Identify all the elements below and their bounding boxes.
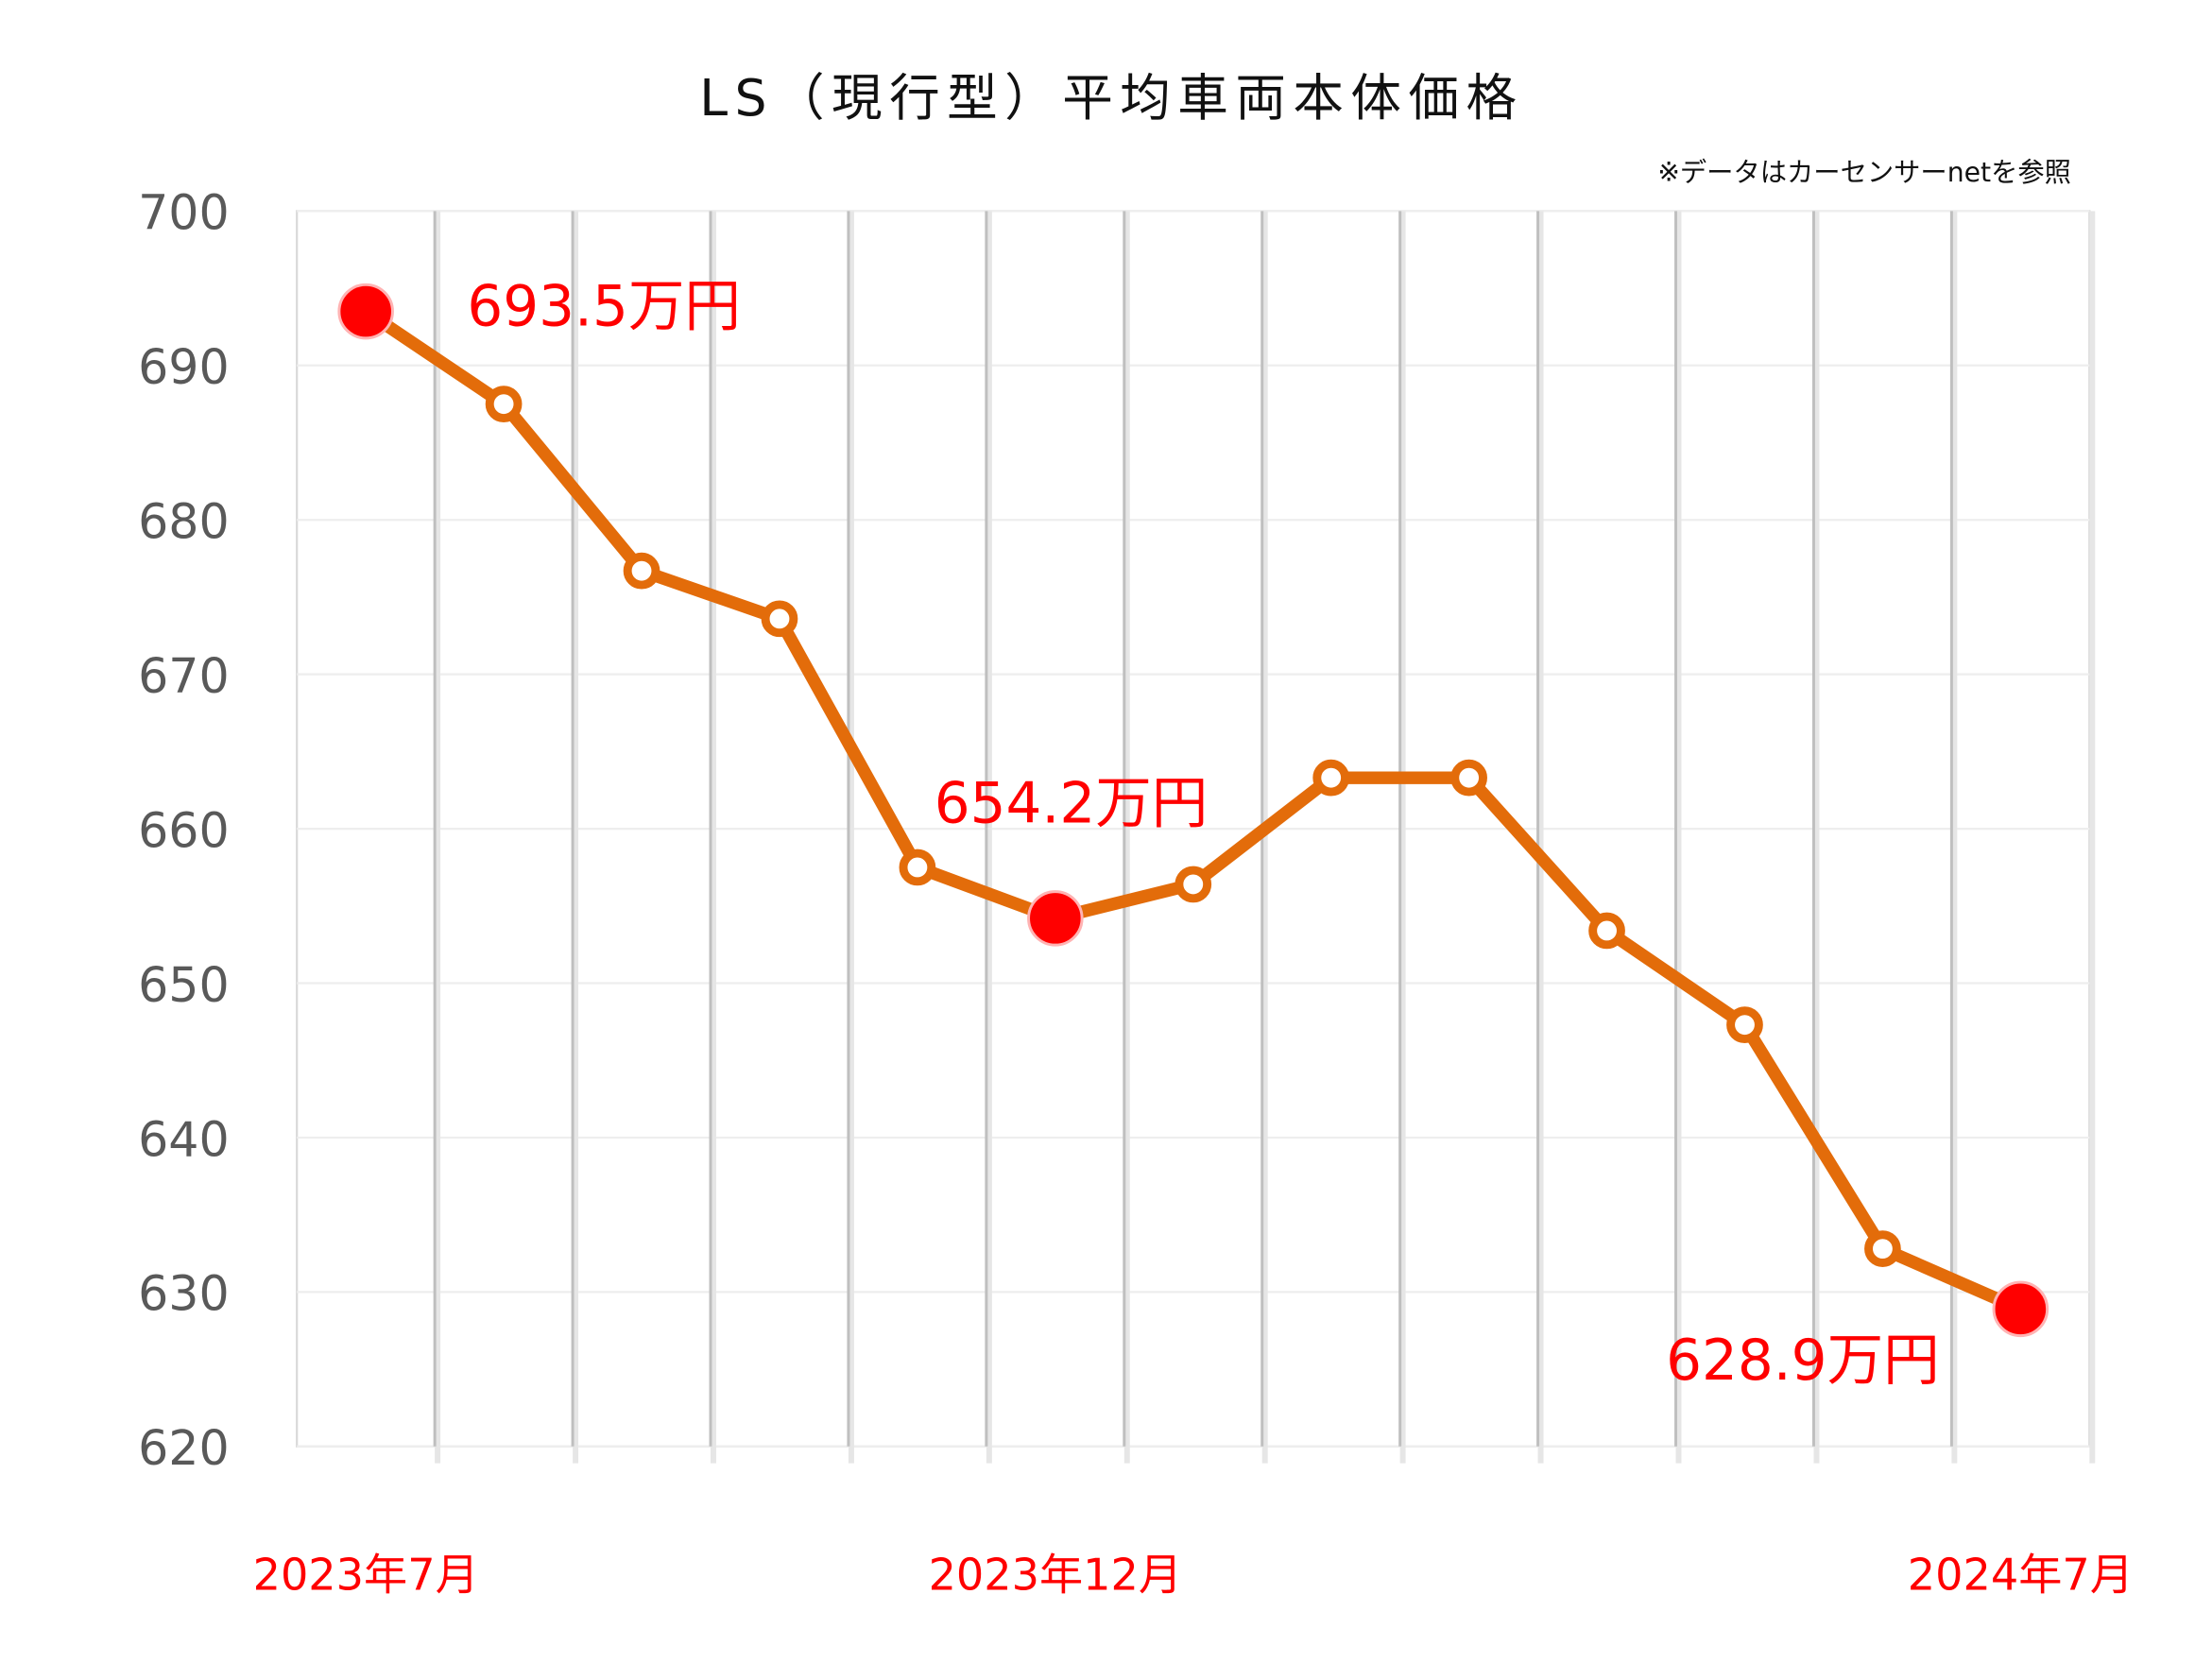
source-note: ※データはカーセンサーnetを参照 — [1657, 157, 2071, 188]
data-point — [1450, 759, 1487, 797]
annotations: 693.5万円 654.2万円 628.9万円 — [467, 274, 1939, 1393]
x-axis: 2023年7月 2023年12月 2024年7月 — [253, 1550, 2134, 1601]
y-tick-label: 620 — [138, 1420, 230, 1476]
data-point — [1864, 1230, 1901, 1267]
highlight-data-point — [337, 283, 394, 340]
highlight-data-point — [1992, 1280, 2049, 1338]
x-tick-label: 2023年7月 — [253, 1550, 479, 1601]
y-tick-label: 680 — [138, 494, 230, 550]
chart-title: LS（現行型）平均車両本体価格 — [699, 68, 1523, 128]
y-tick-label: 700 — [138, 185, 230, 241]
x-tick-label: 2023年12月 — [929, 1550, 1183, 1601]
data-point — [485, 386, 523, 423]
y-tick-label: 640 — [138, 1111, 230, 1167]
y-tick-label: 650 — [138, 957, 230, 1013]
grid — [296, 210, 2096, 1464]
y-tick-label: 630 — [138, 1266, 230, 1322]
y-axis: 700 690 680 670 660 650 640 630 620 — [138, 185, 230, 1476]
y-tick-label: 670 — [138, 648, 230, 704]
series — [337, 283, 2049, 1338]
data-point — [899, 849, 936, 886]
data-label: 628.9万円 — [1666, 1329, 1940, 1394]
data-label: 654.2万円 — [935, 772, 1209, 837]
x-tick-label: 2024年7月 — [1908, 1550, 2134, 1601]
data-point — [623, 552, 660, 590]
data-point — [1312, 759, 1350, 797]
data-point — [1726, 1006, 1763, 1044]
highlight-data-point — [1027, 890, 1084, 947]
data-point — [1175, 866, 1212, 903]
data-point — [1588, 912, 1625, 950]
data-point — [761, 600, 798, 638]
y-tick-label: 690 — [138, 339, 230, 395]
y-tick-label: 660 — [138, 802, 230, 858]
data-label: 693.5万円 — [467, 274, 741, 339]
